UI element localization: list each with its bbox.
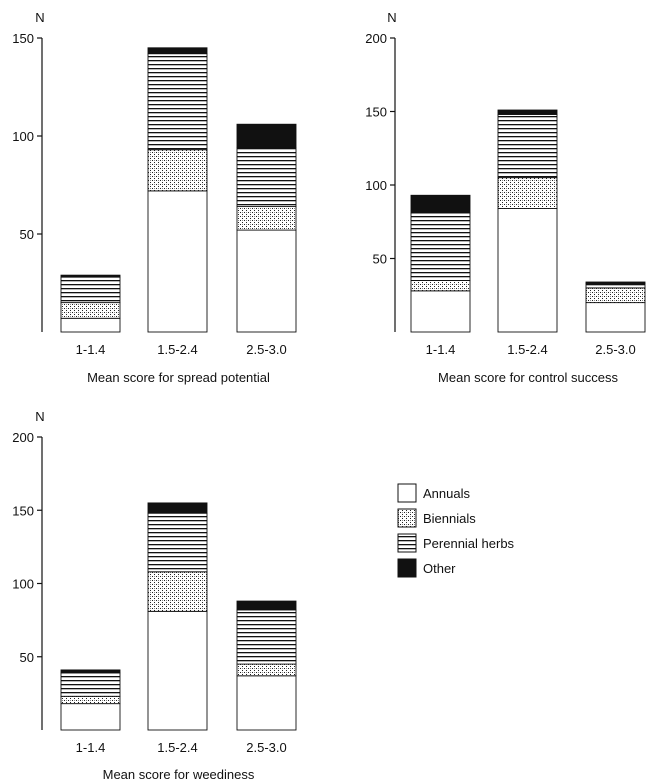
bar-segment-biennials <box>147 571 208 612</box>
bar-segment-annuals <box>236 675 297 731</box>
bar-segment-perennial-herbs <box>497 113 558 179</box>
y-tick-label: 50 <box>20 227 34 242</box>
y-tick-label: 100 <box>12 577 34 592</box>
x-axis-label: Mean score for control success <box>438 370 618 385</box>
y-tick-label: 150 <box>12 31 34 46</box>
legend-item-annuals: Annuals <box>397 483 470 503</box>
y-tick-label: 100 <box>365 178 387 193</box>
bar-segment-annuals <box>60 703 121 731</box>
x-tick-label: 1.5-2.4 <box>507 342 547 357</box>
bar-segment-biennials <box>60 302 121 319</box>
legend-swatch <box>397 483 417 503</box>
chart-3: N 50 100 150 200 1-1.4 1.5-2.4 2.5-3.0 Mean scor… <box>12 409 297 781</box>
bar-segment-other <box>497 109 558 115</box>
legend-label: Annuals <box>423 486 470 501</box>
bar-segment-biennials <box>585 287 646 304</box>
bar-segment-biennials <box>236 663 297 677</box>
bar-segment-annuals <box>147 610 208 731</box>
bar-segment-biennials <box>147 149 208 192</box>
legend-swatch <box>397 558 417 578</box>
bar-segment-annuals <box>497 208 558 333</box>
x-axis-label: Mean score for weediness <box>103 767 255 781</box>
y-tick-label: 200 <box>365 31 387 46</box>
bar-segment-biennials <box>410 280 471 292</box>
y-tick-label: 100 <box>12 129 34 144</box>
bar-segment-perennial-herbs <box>60 276 121 304</box>
x-tick-label: 2.5-3.0 <box>246 740 286 755</box>
y-tick-label: 50 <box>373 252 387 267</box>
y-tick-label: 150 <box>365 105 387 120</box>
bar-segment-annuals <box>585 302 646 333</box>
bar-segment-biennials <box>60 695 121 705</box>
bar-segment-perennial-herbs <box>147 53 208 151</box>
legend-item-other: Other <box>397 558 456 578</box>
legend-swatch <box>397 508 417 528</box>
bar-segment-perennial-herbs <box>236 609 297 665</box>
x-tick-label: 1.5-2.4 <box>157 740 197 755</box>
bar-segment-other <box>410 194 471 214</box>
y-axis-label: N <box>35 409 44 424</box>
bar-segment-other <box>236 600 297 611</box>
bar-segment-annuals <box>410 290 471 333</box>
bar-segment-other <box>147 502 208 514</box>
bar-segment-other <box>60 274 121 278</box>
bar-segment-other <box>147 47 208 55</box>
y-tick-label: 50 <box>20 650 34 665</box>
bar-segment-perennial-herbs <box>410 212 471 281</box>
x-tick-label: 2.5-3.0 <box>595 342 635 357</box>
chart-1: N 50 100 150 1-1.4 1.5-2.4 2.5-3.0 Mean score f… <box>12 10 297 385</box>
legend-swatch <box>397 533 417 553</box>
bar-segment-perennial-herbs <box>147 512 208 573</box>
y-tick-label: 150 <box>12 503 34 518</box>
bar-segment-biennials <box>236 206 297 231</box>
bar-segment-other <box>585 281 646 284</box>
bar-segment-other <box>60 669 121 674</box>
x-tick-label: 1-1.4 <box>76 342 106 357</box>
legend-label: Other <box>423 561 456 576</box>
chart-2: N 50 100 150 200 1-1.4 1.5-2.4 2.5-3.0 Mean scor… <box>365 10 646 385</box>
bar-segment-perennial-herbs <box>236 147 297 208</box>
y-axis-label: N <box>387 10 396 25</box>
legend-label: Biennials <box>423 511 476 526</box>
bar-segment-other <box>236 123 297 149</box>
y-axis-label: N <box>35 10 44 25</box>
legend-item-biennials: Biennials <box>397 508 476 528</box>
legend-label: Perennial herbs <box>423 536 515 551</box>
x-tick-label: 1-1.4 <box>76 740 106 755</box>
x-tick-label: 1.5-2.4 <box>157 342 197 357</box>
x-tick-label: 2.5-3.0 <box>246 342 286 357</box>
x-tick-label: 1-1.4 <box>426 342 456 357</box>
bar-segment-annuals <box>147 190 208 333</box>
bar-segment-annuals <box>236 229 297 333</box>
bar-segment-perennial-herbs <box>60 672 121 697</box>
legend: Annuals Biennials Perennial herbs Other <box>397 483 515 578</box>
bar-segment-perennial-herbs <box>585 283 646 289</box>
x-axis-label: Mean score for spread potential <box>87 370 270 385</box>
y-tick-label: 200 <box>12 430 34 445</box>
bar-segment-annuals <box>60 317 121 333</box>
legend-item-perennial: Perennial herbs <box>397 533 515 553</box>
bar-segment-biennials <box>497 177 558 209</box>
